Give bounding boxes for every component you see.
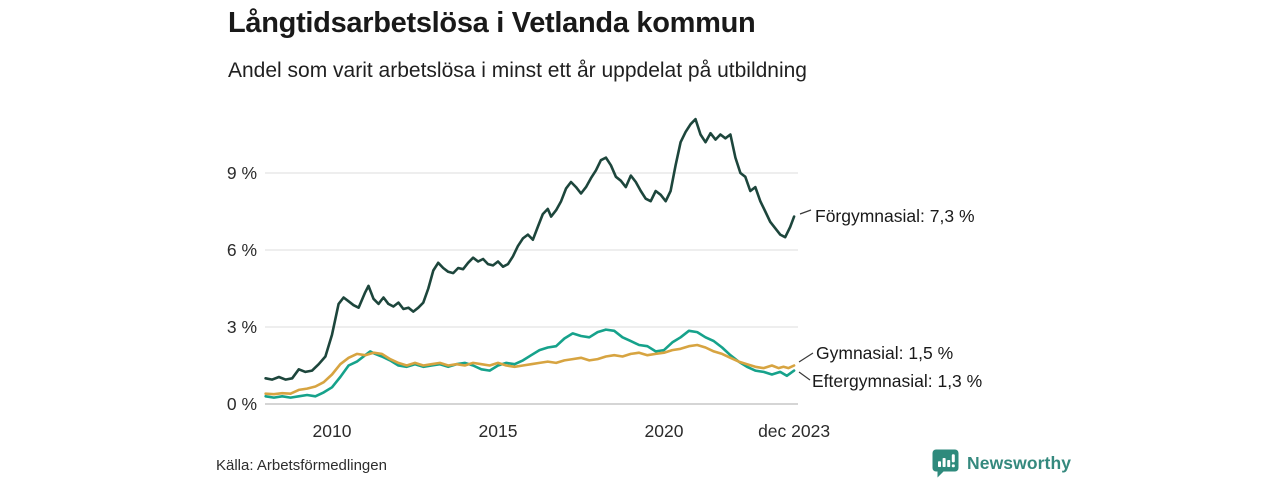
x-tick-label: 2020 — [645, 421, 684, 441]
chart-subtitle: Andel som varit arbetslösa i minst ett å… — [228, 59, 807, 82]
y-tick-label: 3 % — [227, 317, 257, 337]
series-line-gymnasial — [264, 343, 796, 396]
brand-link[interactable]: Newsworthy — [932, 449, 1071, 478]
chart-area: 0 % 3 % 6 % 9 % 2010 2015 2020 dec 2023 Förgymna… — [190, 95, 1070, 455]
newsworthy-logo-icon — [932, 449, 959, 478]
line-chart: 0 % 3 % 6 % 9 % 2010 2015 2020 dec 2023 Förgymna… — [227, 117, 982, 441]
label-connector-eftergymnasial — [798, 371, 811, 381]
source-note: Källa: Arbetsförmedlingen — [216, 457, 387, 474]
series-end-label-forgymnasial: Förgymnasial: 7,3 % — [815, 206, 975, 226]
brand-wordmark: Newsworthy — [967, 453, 1072, 473]
y-tick-label: 0 % — [227, 394, 257, 414]
x-tick-label: dec 2023 — [758, 421, 830, 441]
label-connector-forgymnasial — [799, 209, 812, 215]
series-end-label-eftergymnasial: Eftergymnasial: 1,3 % — [812, 371, 982, 391]
x-tick-label: 2010 — [313, 421, 352, 441]
series-end-label-gymnasial: Gymnasial: 1,5 % — [816, 343, 953, 363]
series-line-forgymnasial — [264, 117, 796, 381]
y-tick-label: 6 % — [227, 240, 257, 260]
label-connector-gymnasial — [798, 352, 814, 363]
x-tick-label: 2015 — [479, 421, 518, 441]
chart-title: Långtidsarbetslösa i Vetlanda kommun — [228, 7, 756, 39]
series-line-eftergymnasial — [264, 328, 796, 399]
y-tick-label: 9 % — [227, 163, 257, 183]
